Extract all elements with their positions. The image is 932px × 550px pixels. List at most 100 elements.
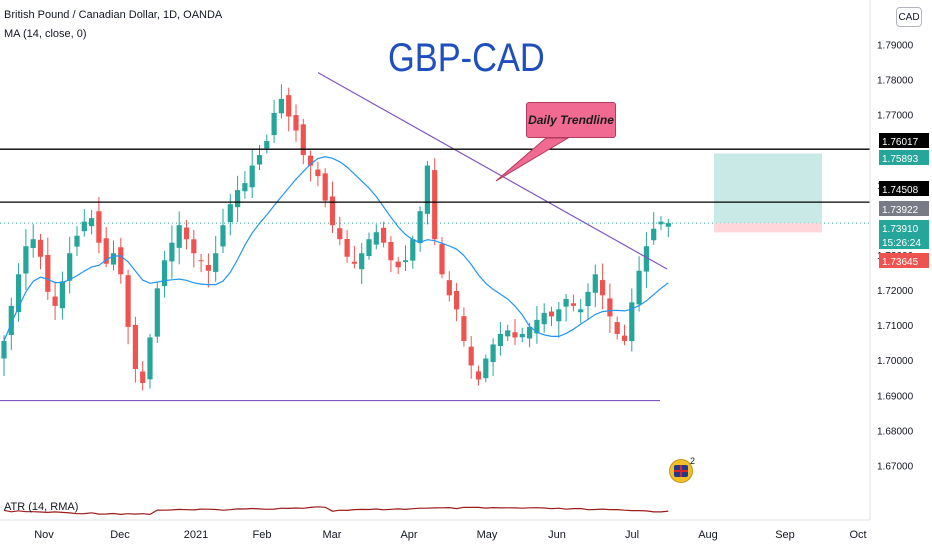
bullish-candle [541, 303, 547, 333]
x-tick-label: Feb [253, 529, 272, 541]
candle-body [578, 309, 584, 313]
candle-body [52, 296, 58, 306]
candle-body [191, 239, 197, 254]
y-tick-label: 1.70000 [877, 356, 914, 367]
candle-body [395, 261, 401, 268]
candle-body [519, 333, 525, 338]
bullish-candle [490, 338, 496, 376]
flag-count-badge: 2 [690, 456, 696, 466]
candle-body [67, 253, 73, 281]
candle-body [329, 196, 336, 226]
candle-body [432, 170, 438, 240]
y-tick-label: 1.71000 [877, 321, 914, 332]
bullish-candle [373, 224, 379, 250]
uk-flag-icon[interactable] [669, 459, 693, 483]
bearish-candle [351, 246, 357, 269]
candle-body [315, 169, 321, 177]
ma-legend[interactable]: MA (14, close, 0) [4, 28, 87, 40]
candle-body [643, 246, 649, 272]
x-tick-label: Nov [34, 529, 54, 541]
candle-body [74, 235, 80, 247]
target-zone [714, 153, 822, 224]
candle-body [242, 183, 248, 192]
currency-badge[interactable]: CAD [896, 7, 922, 27]
flag-cross-vertical [680, 465, 682, 477]
bearish-candle [118, 237, 124, 284]
atr-line [3, 506, 669, 516]
candle-body [198, 260, 204, 262]
bullish-candle [74, 226, 80, 257]
symbol-legend[interactable]: British Pound / Canadian Dollar, 1D, OAN… [4, 9, 223, 21]
candle-body [118, 247, 124, 275]
bearish-candle [37, 233, 44, 270]
price-tag: 15:26:24 [879, 234, 929, 249]
bearish-candle [388, 236, 394, 273]
bullish-candle [220, 208, 226, 253]
candle-body [461, 316, 467, 341]
candle-body [300, 124, 306, 156]
bullish-candle [359, 243, 365, 285]
price-tag-bg [879, 181, 929, 196]
bullish-candle [410, 235, 416, 269]
candle-body [600, 280, 606, 296]
bullish-candle [556, 301, 562, 338]
candle-body [1, 340, 7, 359]
price-tag-bg [879, 133, 929, 148]
bearish-candle [308, 150, 314, 182]
bullish-candle [23, 229, 29, 290]
x-tick-label: 2021 [184, 529, 208, 541]
bullish-candle [534, 306, 540, 344]
candle-body [512, 332, 518, 338]
x-tick-label: Jul [625, 529, 639, 541]
bearish-candle [286, 87, 292, 132]
candle-body [381, 227, 387, 243]
bullish-candle [227, 194, 233, 236]
candle-body [570, 303, 576, 306]
bullish-candle [154, 282, 160, 343]
y-tick-label: 1.69000 [877, 391, 914, 402]
candle-body [585, 291, 591, 307]
bearish-candle [315, 161, 321, 187]
candle-body [658, 221, 664, 225]
bearish-candle [454, 282, 460, 322]
bearish-candle [329, 181, 336, 234]
candle-body [45, 254, 51, 292]
bearish-candle [548, 306, 555, 327]
candle-body [629, 302, 635, 342]
candle-body [534, 319, 540, 334]
y-tick-label: 1.79000 [877, 41, 914, 52]
candle-body [344, 239, 350, 257]
bearish-candle [344, 229, 350, 263]
price-tag: 1.73922 [879, 201, 929, 216]
candle-body [23, 246, 29, 274]
candle-body [235, 190, 241, 208]
candle-body [505, 330, 511, 337]
candle-body [264, 141, 270, 149]
candle-body [213, 253, 219, 272]
bullish-candle [417, 206, 423, 252]
atr-legend[interactable]: ATR (14, RMA) [4, 501, 79, 513]
bearish-candle [337, 216, 343, 246]
candle-body [490, 344, 496, 363]
x-tick-label: Dec [110, 529, 130, 541]
bearish-candle [45, 237, 51, 300]
candle-body [366, 239, 372, 257]
bullish-candle [278, 84, 284, 119]
y-tick-label: 1.67000 [877, 461, 914, 472]
bullish-candle [213, 235, 219, 282]
bearish-candle [600, 263, 606, 310]
candle-body [439, 243, 445, 275]
price-tag-bg [879, 234, 929, 249]
x-tick-label: Apr [400, 529, 417, 541]
y-tick-label: 1.72000 [877, 286, 914, 297]
price-tag-label: 1.73922 [882, 205, 919, 216]
candle-body [154, 288, 160, 337]
price-tag-label: 1.74508 [882, 185, 919, 196]
candle-body [227, 204, 233, 223]
candle-body [541, 312, 547, 325]
candle-body [483, 358, 489, 379]
candle-body [286, 95, 292, 117]
daily-trendline-callout[interactable]: Daily Trendline [526, 102, 616, 138]
candle-body [468, 346, 474, 366]
